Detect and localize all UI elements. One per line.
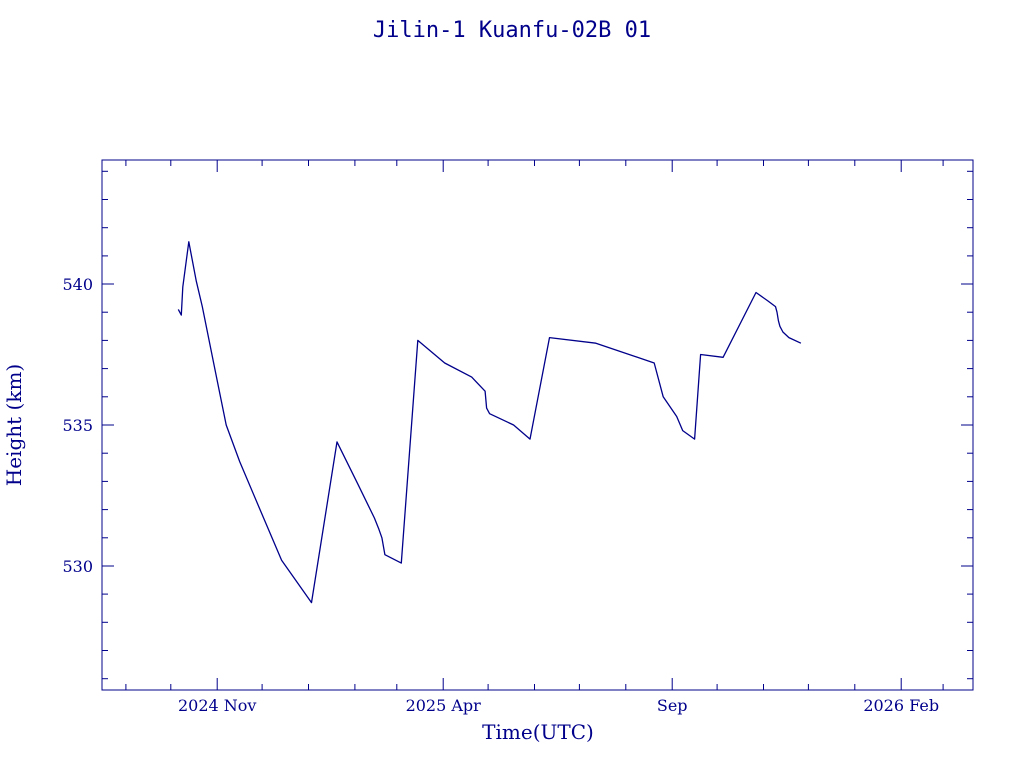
series-line (177, 241, 802, 604)
x-tick-label-0: 2024 Nov (178, 696, 256, 715)
y-tick-labels: 530 535 540 (62, 275, 93, 576)
minor-ticks (102, 160, 973, 690)
x-tick-label-1: 2025 Apr (406, 696, 482, 715)
y-tick-label-2: 540 (62, 275, 93, 294)
x-tick-label-3: 2026 Feb (863, 696, 939, 715)
y-axis-label: Height (km) (2, 364, 26, 486)
y-tick-label-1: 535 (62, 416, 93, 435)
y-tick-label-0: 530 (62, 557, 93, 576)
plot-frame (101, 159, 974, 691)
x-tick-label-2: Sep (657, 696, 688, 715)
chart-title: Jilin-1 Kuanfu-02B 01 (373, 18, 651, 43)
x-tick-labels: 2024 Nov 2025 Apr Sep 2026 Feb (178, 696, 939, 715)
x-axis-label: Time(UTC) (482, 720, 594, 744)
